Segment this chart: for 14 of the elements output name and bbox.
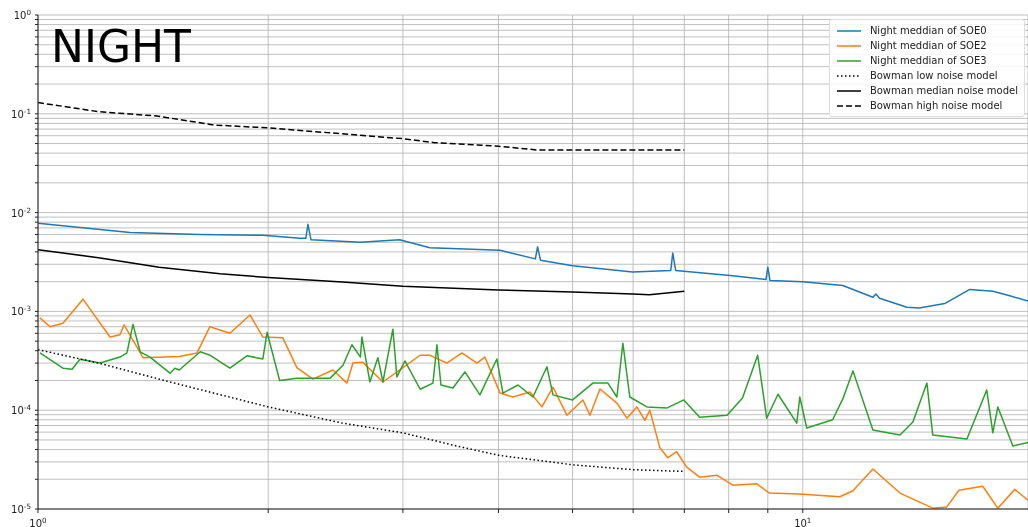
y-tick-label: 10$^{-4}$ xyxy=(11,402,32,417)
y-tick-label: 10$^{-1}$ xyxy=(11,106,31,120)
legend-label: Bowman median noise model xyxy=(869,85,1018,96)
legend-label: Night meddian of SOE3 xyxy=(869,55,987,66)
legend-label: Night meddian of SOE0 xyxy=(869,25,987,36)
y-tick-label: 10$^{-3}$ xyxy=(11,303,31,318)
y-tick-label: 10$^{-2}$ xyxy=(11,205,31,219)
legend-label: Night meddian of SOE2 xyxy=(869,40,987,51)
legend-label: Bowman low noise model xyxy=(869,70,998,81)
x-tick-label: 10$^{1}$ xyxy=(794,515,812,527)
legend-label: Bowman high noise model xyxy=(869,100,1003,111)
y-tick-label: 10$^{0}$ xyxy=(13,7,32,21)
chart-title: NIGHT xyxy=(51,21,191,72)
y-tick-label: 10$^{-5}$ xyxy=(11,501,31,515)
